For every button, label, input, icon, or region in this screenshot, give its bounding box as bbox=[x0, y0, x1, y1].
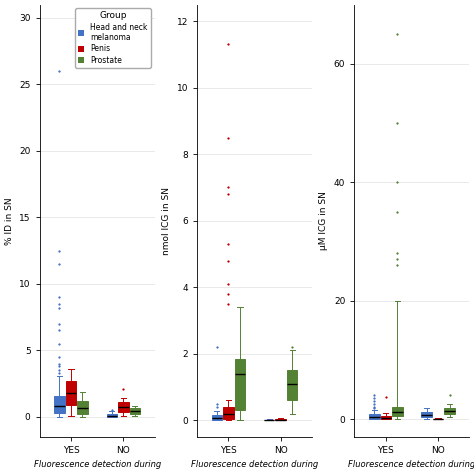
PathPatch shape bbox=[54, 396, 65, 413]
PathPatch shape bbox=[275, 419, 286, 420]
PathPatch shape bbox=[445, 408, 455, 414]
PathPatch shape bbox=[421, 412, 432, 417]
PathPatch shape bbox=[129, 408, 140, 414]
PathPatch shape bbox=[381, 416, 391, 419]
PathPatch shape bbox=[223, 407, 234, 419]
X-axis label: Fluorescence detection during: Fluorescence detection during bbox=[191, 460, 318, 469]
X-axis label: Fluorescence detection during: Fluorescence detection during bbox=[34, 460, 161, 469]
PathPatch shape bbox=[107, 414, 117, 417]
PathPatch shape bbox=[369, 414, 380, 419]
PathPatch shape bbox=[235, 359, 245, 410]
Y-axis label: μM ICG in SN: μM ICG in SN bbox=[319, 191, 328, 250]
PathPatch shape bbox=[212, 415, 222, 419]
PathPatch shape bbox=[118, 402, 128, 411]
Y-axis label: % ID in SN: % ID in SN bbox=[5, 197, 14, 245]
PathPatch shape bbox=[287, 370, 298, 401]
PathPatch shape bbox=[66, 381, 76, 405]
X-axis label: Fluorescence detection during: Fluorescence detection during bbox=[348, 460, 474, 469]
Y-axis label: nmol ICG in SN: nmol ICG in SN bbox=[162, 187, 171, 255]
Legend: Head and neck
melanoma, Penis, Prostate: Head and neck melanoma, Penis, Prostate bbox=[75, 9, 151, 68]
PathPatch shape bbox=[77, 401, 88, 414]
PathPatch shape bbox=[264, 419, 274, 420]
PathPatch shape bbox=[392, 407, 402, 416]
